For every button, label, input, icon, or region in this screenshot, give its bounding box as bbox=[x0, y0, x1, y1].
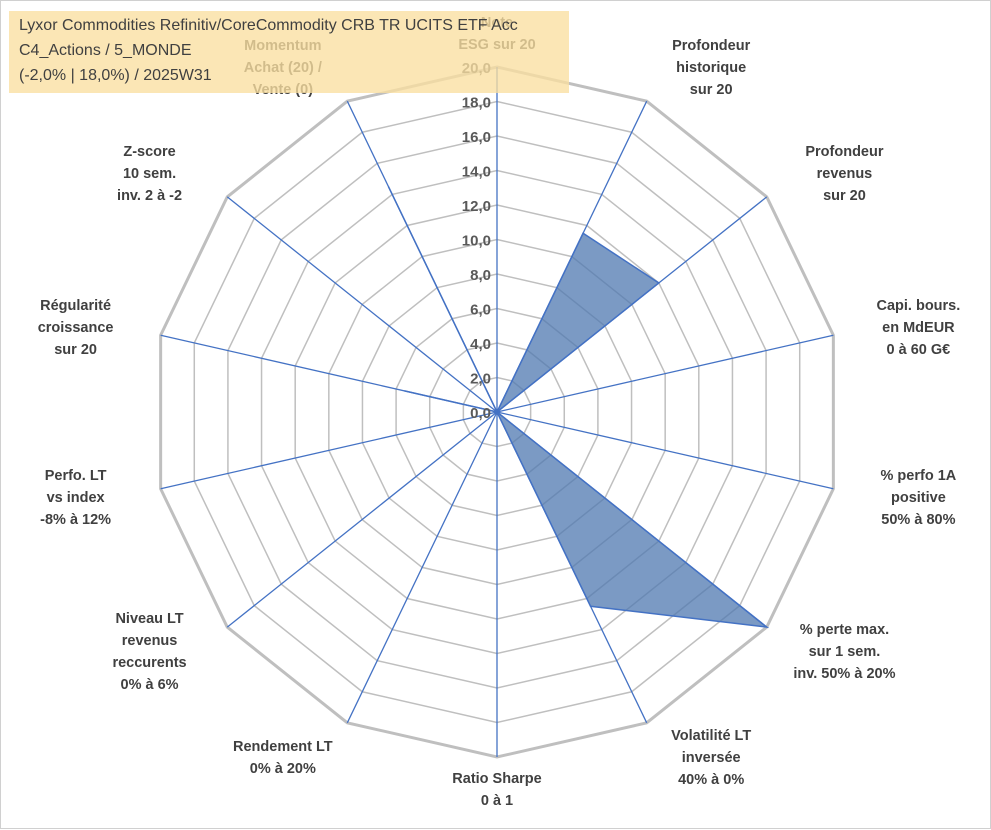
chart-title-line-1: Lyxor Commodities Refinitiv/CoreCommodit… bbox=[19, 17, 518, 34]
axis-label: Profondeur historique sur 20 bbox=[672, 38, 750, 98]
axis-spoke bbox=[496, 411, 768, 628]
axis-label: Capi. bours. en MdEUR 0 à 60 G€ bbox=[876, 298, 960, 358]
axis-label: Perfo. LT vs index -8% à 12% bbox=[40, 468, 111, 528]
axis-spoke bbox=[496, 100, 648, 413]
tick-label: 6,0 bbox=[470, 302, 491, 319]
axis-label: Rendement LT 0% à 20% bbox=[233, 739, 333, 777]
axis-spoke bbox=[160, 334, 498, 413]
radar-spokes bbox=[160, 67, 834, 757]
axis-label: % perte max. sur 1 sem. inv. 50% à 20% bbox=[793, 622, 895, 682]
axis-spoke bbox=[226, 411, 498, 628]
axis-label: Profondeur revenus sur 20 bbox=[805, 144, 883, 204]
axis-label: Régularité croissance sur 20 bbox=[38, 298, 114, 358]
axis-spoke bbox=[496, 334, 834, 413]
axis-spoke bbox=[496, 411, 648, 724]
tick-label: 10,0 bbox=[462, 233, 491, 250]
radar-series bbox=[387, 186, 770, 629]
tick-label: 14,0 bbox=[462, 164, 491, 181]
axis-label: Niveau LT revenus reccurents 0% à 6% bbox=[112, 611, 186, 693]
axis-label: Volatilité LT inversée 40% à 0% bbox=[671, 728, 751, 788]
axis-spoke bbox=[346, 100, 498, 413]
tick-label: 0,0 bbox=[470, 405, 491, 422]
chart-title-line-3: (-2,0% | 18,0%) / 2025W31 bbox=[19, 67, 212, 84]
tick-label: 2,0 bbox=[470, 371, 491, 388]
tick-label: 18,0 bbox=[462, 95, 491, 112]
axis-spoke bbox=[496, 196, 768, 413]
tick-label: 16,0 bbox=[462, 129, 491, 146]
axis-spoke bbox=[496, 411, 834, 490]
axis-spoke bbox=[160, 411, 498, 490]
series-area bbox=[387, 186, 770, 629]
tick-label: 4,0 bbox=[470, 336, 491, 353]
axis-label: Z-score 10 sem. inv. 2 à -2 bbox=[117, 144, 182, 204]
tick-label: 8,0 bbox=[470, 267, 491, 284]
axis-spoke bbox=[346, 411, 498, 724]
tick-label: 12,0 bbox=[462, 198, 491, 215]
axis-label: Ratio Sharpe 0 à 1 bbox=[452, 771, 541, 809]
axis-spoke bbox=[226, 196, 498, 413]
chart-title-line-2: C4_Actions / 5_MONDE bbox=[19, 42, 192, 59]
axis-label: % perfo 1A positive 50% à 80% bbox=[881, 468, 957, 528]
chart-title-box: Lyxor Commodities Refinitiv/CoreCommodit… bbox=[9, 11, 569, 93]
